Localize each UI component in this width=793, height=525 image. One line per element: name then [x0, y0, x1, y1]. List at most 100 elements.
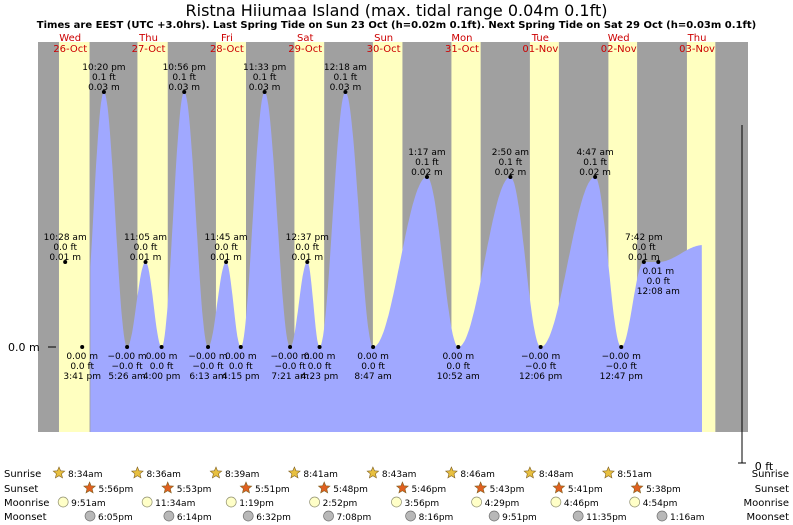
tide-point: [371, 345, 376, 349]
tide-point: [63, 260, 68, 264]
tide-time: 12:06 pm: [519, 372, 562, 382]
sunset-time: 5:53pm: [177, 485, 212, 495]
day-label: Thu: [687, 33, 707, 44]
tide-height-m: 0.00 m: [304, 352, 336, 362]
sunset-time: 5:46pm: [411, 485, 446, 495]
date-label: 28-Oct: [210, 44, 244, 55]
moonrise-time: 1:19pm: [239, 499, 274, 509]
tide-height-m: 0.01 m: [642, 267, 674, 277]
sunrise-icon: [444, 466, 458, 479]
sunset-icon: [83, 481, 97, 494]
y-axis-zero-label: 0.0 m: [8, 341, 40, 354]
tide-area-group: [90, 92, 702, 432]
moonrise-icon: [471, 496, 482, 508]
moonset-icon: [656, 510, 668, 522]
day-label: Sun: [374, 33, 393, 44]
date-label: 27-Oct: [132, 44, 166, 55]
almanac-row-label-right: Sunset: [755, 484, 789, 495]
sunset-time: 5:38pm: [646, 485, 681, 495]
tide-height-ft: −0.0 ft: [111, 362, 143, 372]
tide-height-ft: 0.1 ft: [583, 158, 607, 168]
moonrise-time: 3:56pm: [404, 499, 439, 509]
tide-point: [343, 90, 348, 94]
tide-height-ft: 0.1 ft: [253, 73, 277, 83]
sunrise-icon: [52, 466, 66, 479]
tide-time: 7:42 pm: [625, 233, 663, 243]
tide-height-ft: 0.0 ft: [229, 362, 253, 372]
moonrise-icon: [141, 496, 153, 508]
moonset-time: 6:14pm: [177, 513, 212, 523]
sunrise-time: 8:39am: [225, 470, 260, 480]
sunrise-icon: [130, 466, 144, 479]
moonrise-icon: [391, 496, 402, 508]
sunset-time: 5:56pm: [99, 485, 134, 495]
tide-point: [641, 260, 646, 264]
tide-point: [101, 90, 106, 94]
moonrise-icon: [550, 496, 562, 508]
tide-height-m: −0.00 m: [521, 352, 560, 362]
tide-height-m: 0.00 m: [357, 352, 389, 362]
tide-point: [262, 90, 267, 94]
sunset-time: 5:51pm: [255, 485, 290, 495]
tide-point: [508, 175, 513, 179]
tide-height-m: −0.00 m: [188, 352, 227, 362]
moonset-icon: [242, 510, 254, 522]
daylight-band: [58, 42, 90, 432]
sunset-icon: [630, 481, 644, 494]
tide-height-ft: 0.0 ft: [150, 362, 174, 372]
tide-time: 10:20 pm: [82, 63, 125, 73]
moonset-time: 8:16pm: [419, 513, 454, 523]
moonset-time: 7:08pm: [337, 513, 372, 523]
moonset-time: 11:35pm: [586, 513, 626, 523]
tide-point: [288, 345, 293, 349]
moonset-time: 1:16am: [670, 513, 705, 523]
chart-subtitle: Times are EEST (UTC +3.0hrs). Last Sprin…: [36, 20, 757, 31]
day-label: Tue: [531, 33, 549, 44]
y-axis-ft-label: 0 ft: [755, 460, 774, 473]
tide-time: 12:37 pm: [286, 233, 329, 243]
tide-time: 4:23 pm: [301, 372, 339, 382]
sunset-time: 5:48pm: [333, 485, 368, 495]
tide-point: [206, 345, 211, 349]
tide-point: [224, 260, 229, 264]
tide-time: 4:47 am: [576, 148, 613, 158]
tide-time: 5:26 am: [108, 372, 145, 382]
almanac-row-label: Sunset: [4, 484, 38, 495]
tide-point: [143, 260, 148, 264]
tide-point: [159, 345, 164, 349]
tide-point: [125, 345, 130, 349]
sunset-icon: [161, 481, 175, 494]
tide-area: [90, 92, 702, 432]
tide-point: [317, 345, 322, 349]
sunrise-time: 8:48am: [539, 470, 574, 480]
tide-height-ft: 0.0 ft: [361, 362, 385, 372]
tide-height-ft: 0.0 ft: [446, 362, 470, 372]
sunrise-time: 8:34am: [68, 470, 103, 480]
tide-height-m: 0.00 m: [225, 352, 257, 362]
tide-height-m: 0.01 m: [49, 253, 81, 263]
tide-time: 10:28 am: [44, 233, 87, 243]
tide-height-ft: 0.0 ft: [295, 243, 319, 253]
tide-time: 4:15 pm: [222, 372, 260, 382]
tide-height-m: 0.00 m: [66, 352, 98, 362]
tide-time: 11:33 pm: [243, 63, 286, 73]
date-label: 01-Nov: [522, 44, 558, 55]
almanac-row-label-right: Sunrise: [752, 469, 789, 480]
tide-height-ft: 0.0 ft: [214, 243, 238, 253]
tide-height-ft: 0.1 ft: [92, 73, 116, 83]
moonset-time: 6:32pm: [256, 513, 291, 523]
tide-time: 11:45 am: [205, 233, 248, 243]
tide-time: 1:17 am: [408, 148, 445, 158]
tide-height-m: 0.02 m: [411, 168, 443, 178]
sunrise-time: 8:41am: [303, 470, 338, 480]
tide-height-m: −0.00 m: [270, 352, 309, 362]
tide-height-ft: 0.0 ft: [53, 243, 77, 253]
sunset-icon: [317, 481, 331, 494]
tide-point: [424, 175, 429, 179]
moonset-icon: [323, 510, 334, 522]
tide-time: 2:50 am: [492, 148, 529, 158]
sunset-icon: [474, 481, 488, 494]
tide-point: [656, 260, 661, 264]
tide-point: [619, 345, 624, 349]
